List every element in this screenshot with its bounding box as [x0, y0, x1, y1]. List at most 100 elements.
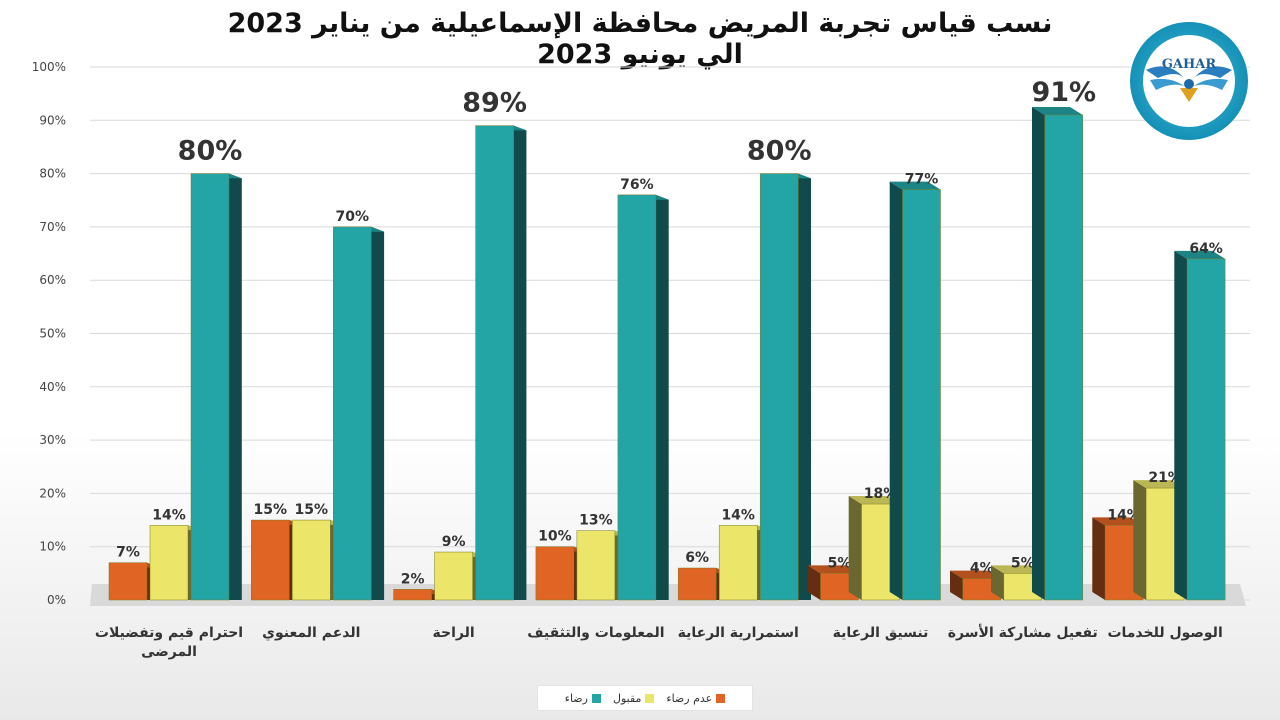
bar-top — [1133, 480, 1185, 489]
data-label: 18% — [864, 486, 898, 502]
legend-item-series-1: مقبول — [612, 691, 655, 705]
legend-label: مقبول — [612, 691, 642, 705]
bar-side — [1133, 480, 1147, 600]
bar-side — [1174, 250, 1188, 600]
bar-side — [371, 226, 385, 600]
data-label: 10% — [538, 529, 572, 545]
data-label: 2% — [401, 571, 425, 587]
bar-0-4 — [677, 567, 717, 601]
bar-side — [1032, 106, 1045, 600]
legend-label: رضاء — [564, 691, 588, 705]
data-label: 9% — [442, 534, 466, 550]
bar-2-1 — [333, 226, 372, 601]
bar-side — [1092, 517, 1106, 600]
bar-side — [807, 565, 821, 600]
bar-side — [229, 173, 242, 600]
data-label: 80% — [747, 136, 812, 167]
bar-1-3 — [576, 530, 616, 601]
y-tick-label: 80% — [39, 167, 66, 181]
bar-top — [807, 565, 859, 574]
x-tick-label: تفعيل مشاركة الأسرة — [948, 624, 1098, 641]
x-tick-label: تنسيق الرعاية — [833, 625, 929, 641]
data-label: 14% — [1107, 507, 1141, 523]
bar-2-4 — [759, 173, 799, 601]
bar-1-0 — [149, 525, 189, 601]
legend-item-series-2: رضاء — [565, 692, 601, 705]
x-tick-label: المعلومات والتثقيف — [527, 625, 664, 641]
x-tick-label: الدعم المعنوي — [262, 625, 360, 642]
bar-top — [950, 570, 1001, 579]
bar-top — [889, 181, 941, 190]
y-tick-label: 40% — [39, 380, 66, 394]
data-label: 70% — [336, 209, 370, 225]
bar-2-3 — [617, 194, 657, 601]
data-label: 7% — [116, 545, 140, 561]
bar-side — [798, 173, 811, 600]
bar-2-6 — [1044, 114, 1084, 601]
data-label: 14% — [721, 507, 755, 523]
bar-side — [950, 570, 963, 600]
data-label: 15% — [254, 502, 288, 518]
bar-2-2 — [475, 125, 514, 601]
data-label: 21% — [1148, 470, 1182, 486]
legend-label: عدم رضاء — [666, 691, 713, 705]
chart-legend: عدم رضاء مقبول رضاء — [537, 685, 753, 711]
data-label: 6% — [685, 550, 709, 566]
data-label: 64% — [1189, 241, 1223, 257]
x-tick-label: استمرارية الرعاية — [678, 625, 799, 641]
data-label: 91% — [1031, 77, 1096, 108]
gahar-logo: GAHAR — [1128, 20, 1250, 142]
svg-text:GAHAR: GAHAR — [1162, 57, 1217, 72]
bar-2-7 — [1186, 258, 1226, 601]
y-tick-label: 100% — [32, 60, 66, 74]
legend-swatch-icon — [645, 693, 655, 703]
y-tick-label: 0% — [47, 593, 66, 607]
bar-0-1 — [251, 519, 290, 601]
bar-side — [655, 194, 669, 601]
data-label: 5% — [1011, 555, 1035, 571]
data-label: 15% — [295, 502, 329, 518]
bar-0-0 — [108, 562, 148, 601]
y-tick-label: 30% — [39, 433, 66, 447]
y-tick-label: 10% — [39, 540, 66, 554]
bar-side — [848, 496, 862, 600]
bar-side — [513, 125, 527, 600]
data-label: 13% — [579, 513, 613, 529]
bar-side — [991, 565, 1004, 600]
bar-1-1 — [292, 519, 331, 601]
data-label: 89% — [462, 88, 527, 119]
chart-title: نسب قياس تجربة المريض محافظة الإسماعيلية… — [227, 8, 1053, 70]
data-label: 14% — [152, 507, 186, 523]
x-tick-label: الراحة — [433, 625, 475, 641]
legend-swatch-icon — [716, 693, 726, 703]
data-label: 77% — [905, 172, 939, 188]
y-tick-label: 90% — [39, 113, 66, 127]
bar-2-5 — [902, 189, 941, 601]
data-label: 76% — [620, 177, 654, 193]
bar-top — [848, 496, 900, 505]
y-tick-label: 60% — [39, 273, 66, 287]
x-tick-label: احترام قيم وتفضيلات — [95, 625, 243, 641]
bar-1-2 — [434, 551, 473, 601]
bar-0-2 — [393, 589, 432, 601]
data-label: 4% — [970, 561, 994, 577]
bar-side — [889, 181, 903, 600]
bar-top — [1092, 517, 1144, 526]
bar-top — [991, 565, 1042, 574]
legend-swatch-icon — [591, 693, 601, 703]
data-label: 5% — [828, 555, 852, 571]
bar-top — [1032, 106, 1083, 115]
legend-item-series-0: عدم رضاء — [666, 691, 726, 705]
y-tick-label: 70% — [39, 220, 66, 234]
data-label: 80% — [178, 136, 243, 167]
y-tick-label: 50% — [39, 327, 66, 341]
bar-1-4 — [718, 525, 758, 601]
bar-top — [1174, 250, 1226, 259]
x-tick-label: الوصول للخدمات — [1107, 625, 1222, 641]
y-tick-label: 20% — [39, 486, 66, 500]
x-tick-label: المرضى — [141, 644, 197, 660]
bar-2-0 — [190, 173, 230, 601]
bar-0-3 — [535, 546, 575, 601]
